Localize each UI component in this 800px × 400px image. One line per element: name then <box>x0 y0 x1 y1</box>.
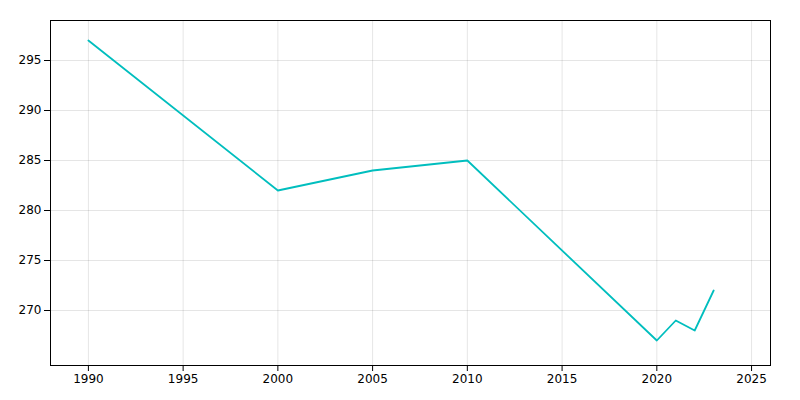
svg-text:1995: 1995 <box>168 372 199 386</box>
svg-text:1990: 1990 <box>73 372 104 386</box>
svg-text:295: 295 <box>19 53 42 67</box>
svg-text:2015: 2015 <box>547 372 578 386</box>
svg-text:2025: 2025 <box>736 372 767 386</box>
svg-text:275: 275 <box>19 253 42 267</box>
svg-text:270: 270 <box>19 303 42 317</box>
svg-text:2010: 2010 <box>452 372 483 386</box>
svg-text:280: 280 <box>19 203 42 217</box>
svg-text:2000: 2000 <box>263 372 294 386</box>
svg-text:2005: 2005 <box>357 372 388 386</box>
svg-text:285: 285 <box>19 153 42 167</box>
svg-text:2020: 2020 <box>642 372 673 386</box>
svg-text:290: 290 <box>19 103 42 117</box>
